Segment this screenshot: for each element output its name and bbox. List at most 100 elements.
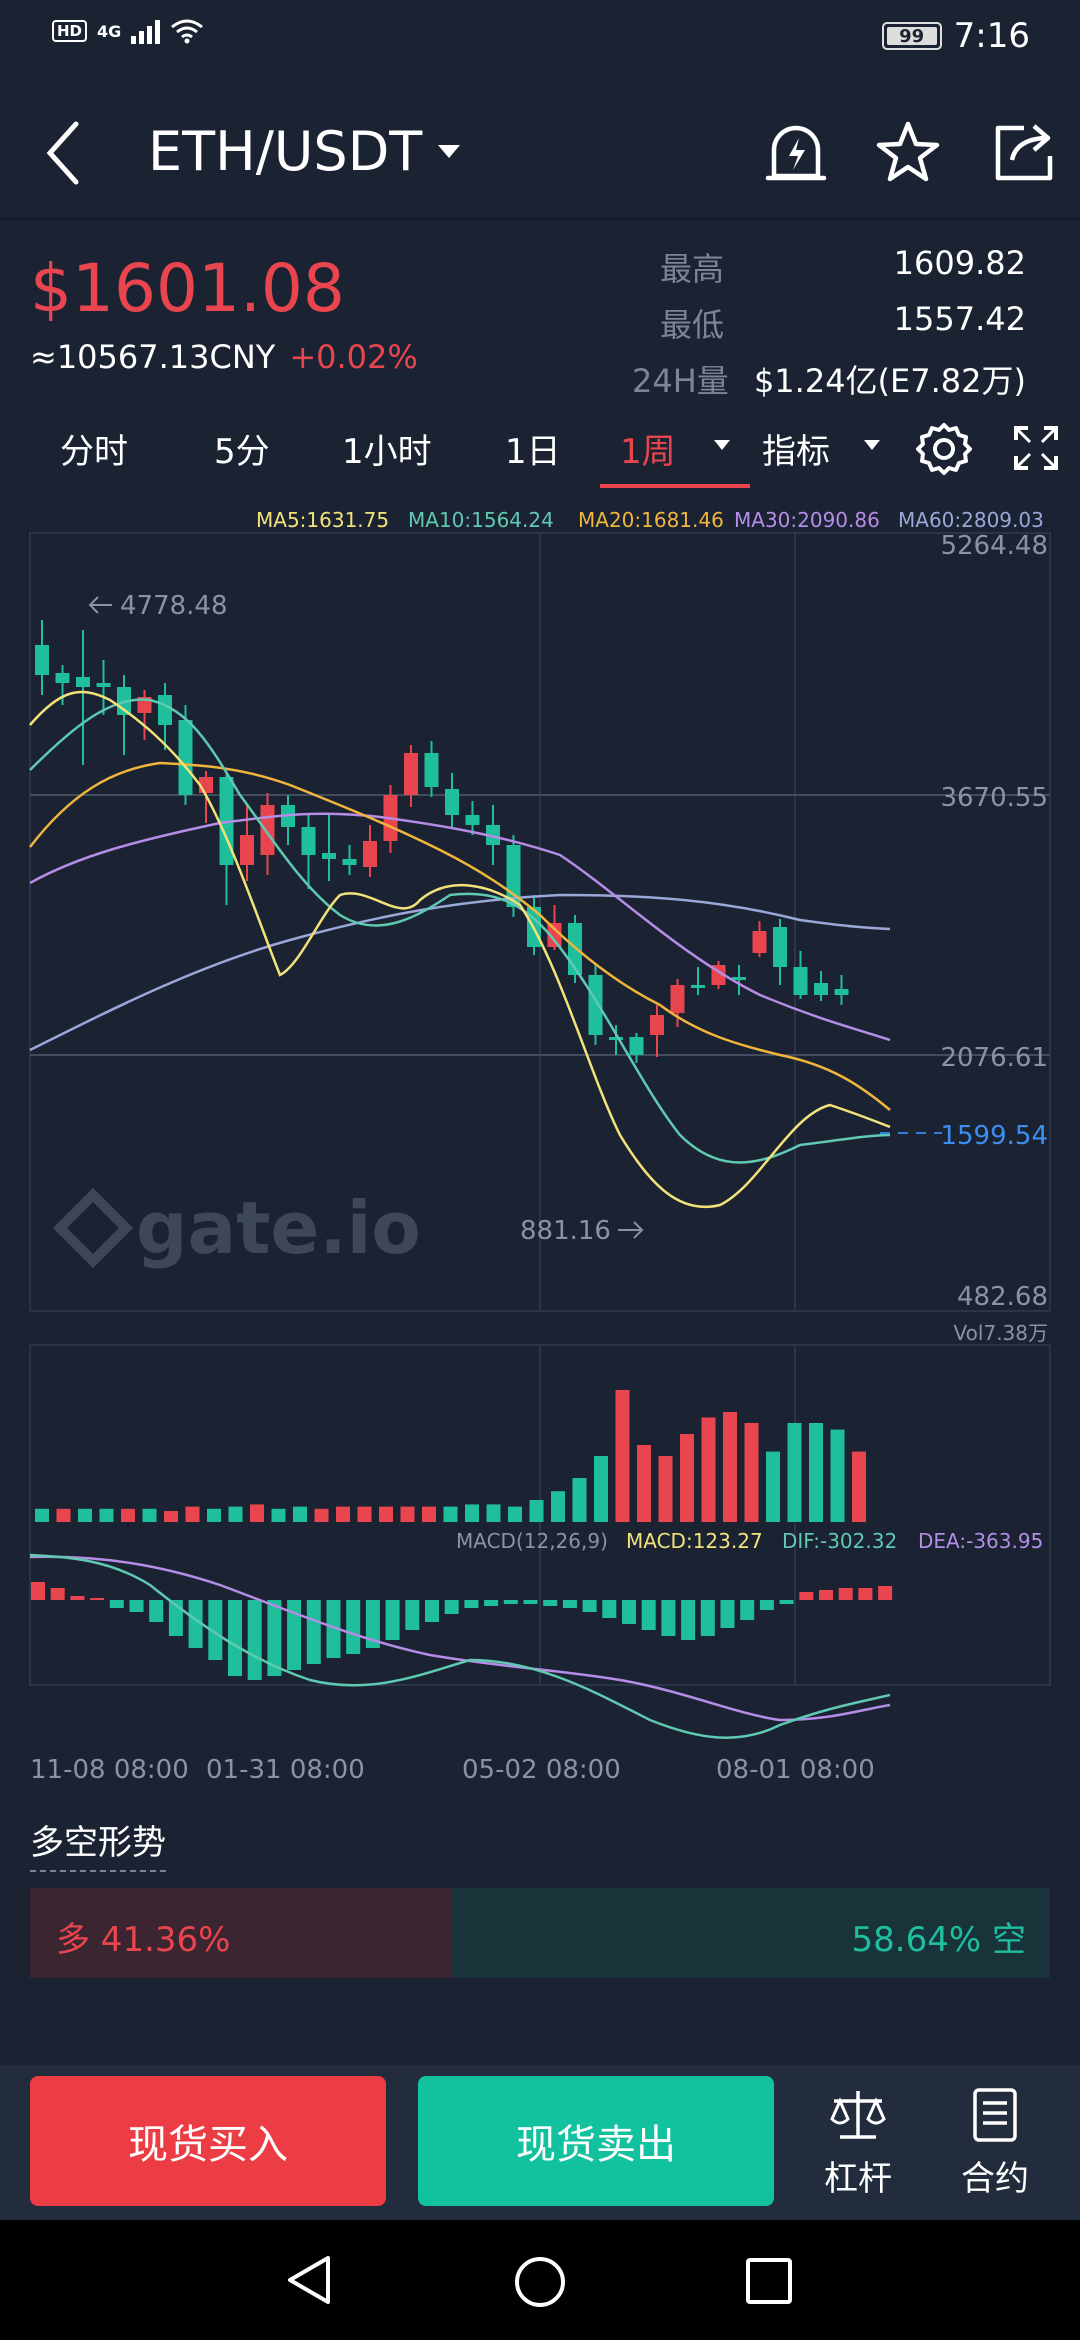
volume-bar	[121, 1508, 135, 1522]
nav-recents-icon[interactable]	[742, 2254, 798, 2310]
volume-bar	[164, 1511, 178, 1522]
contract-label: 合约	[961, 2159, 1029, 2199]
macd-bar	[70, 1596, 85, 1600]
current-price-line: 1599.54	[880, 1121, 1048, 1151]
signal-icon	[131, 18, 161, 44]
interval-dropdown-icon[interactable]	[714, 440, 730, 450]
tab-5min[interactable]: 5分	[214, 432, 270, 472]
volume-bar	[379, 1506, 393, 1522]
system-nav-bar	[0, 2220, 1080, 2340]
status-right: 99 7:16	[881, 16, 1030, 56]
macd-bar	[346, 1600, 361, 1654]
candle-body	[404, 753, 418, 795]
candle-body	[609, 1037, 623, 1040]
volume-bar	[744, 1423, 759, 1522]
ma60-label: MA60:2809.03	[898, 508, 1044, 532]
macd-params: MACD(12,26,9)	[456, 1529, 608, 1553]
long-short-title[interactable]: 多空形势	[30, 1815, 166, 1872]
spot-buy-button[interactable]: 现货买入	[30, 2076, 386, 2206]
volume-bar	[271, 1508, 286, 1522]
macd-bar	[582, 1600, 597, 1612]
clock: 7:16	[953, 16, 1030, 56]
macd-bar	[385, 1600, 400, 1640]
tab-1week[interactable]: 1周	[620, 432, 676, 472]
volume-bar	[529, 1500, 544, 1522]
tab-time-share[interactable]: 分时	[60, 432, 128, 472]
long-short-bar: 多 41.36% 58.64% 空	[30, 1888, 1050, 1978]
nav-home-icon[interactable]	[510, 2252, 570, 2312]
macd-bar	[661, 1600, 676, 1636]
macd-bar	[267, 1600, 282, 1676]
macd-bar	[779, 1600, 794, 1604]
current-price-value: 1599.54	[940, 1121, 1048, 1151]
tab-1hour[interactable]: 1小时	[342, 432, 432, 472]
indicator-dropdown-icon[interactable]	[864, 440, 880, 450]
last-price: $1601.08	[30, 250, 345, 327]
macd-value: MACD:123.27	[626, 1529, 763, 1553]
fullscreen-icon[interactable]	[1012, 424, 1060, 472]
macd-bar	[247, 1600, 262, 1680]
pair-selector[interactable]: ETH/USDT	[148, 120, 461, 183]
volume-bar	[185, 1506, 200, 1522]
candle-body	[629, 1037, 644, 1055]
volume-bar	[56, 1508, 71, 1522]
volume-bar	[314, 1508, 329, 1522]
high-value: 1609.82	[893, 244, 1026, 282]
document-icon	[973, 2088, 1017, 2142]
ma30-line	[29, 812, 891, 1042]
candle-body	[650, 1015, 664, 1035]
tab-indicators[interactable]: 指标	[762, 432, 830, 472]
volume-bar	[400, 1506, 415, 1522]
candle-body	[35, 645, 49, 675]
macd-lines	[29, 1553, 891, 1739]
nav-back-icon[interactable]	[280, 2252, 340, 2308]
macd-bar	[878, 1586, 893, 1600]
ma5-line	[29, 690, 891, 1209]
volume-bar	[852, 1451, 866, 1522]
volume-bar	[572, 1478, 587, 1522]
macd-bar	[819, 1590, 833, 1600]
leverage-label: 杠杆	[824, 2159, 892, 2199]
low-value: 1557.42	[893, 300, 1026, 338]
settings-gear-icon[interactable]	[915, 420, 973, 478]
volume-bar	[615, 1390, 630, 1522]
long-ratio-fill	[30, 1888, 452, 1978]
y-axis-labels: 5264.48 3670.55 2076.61 482.68	[940, 531, 1048, 1312]
star-icon[interactable]	[872, 116, 944, 188]
spot-sell-button[interactable]: 现货卖出	[418, 2076, 774, 2206]
macd-bar	[287, 1600, 302, 1670]
tab-1day[interactable]: 1日	[505, 432, 561, 472]
share-icon[interactable]	[988, 116, 1060, 188]
volume-bar	[723, 1412, 737, 1522]
macd-bar	[602, 1600, 617, 1618]
x-tick-4: 08-01 08:00	[716, 1755, 875, 1785]
macd-bar	[208, 1600, 223, 1660]
back-icon[interactable]	[40, 118, 90, 188]
price-alert-icon[interactable]	[760, 116, 832, 188]
volume-bar	[443, 1506, 458, 1522]
hd-badge: HD	[52, 20, 88, 42]
candle-body	[158, 695, 172, 725]
leverage-button[interactable]: 杠杆	[803, 2080, 913, 2200]
volume-bar	[658, 1456, 673, 1522]
ma20-label: MA20:1681.46	[578, 508, 724, 532]
macd-bar	[31, 1582, 45, 1600]
watermark-text: gate.io	[136, 1186, 421, 1270]
volume-bar	[99, 1508, 114, 1522]
macd-bar	[799, 1592, 814, 1600]
low-marker: 881.16	[520, 1216, 644, 1246]
candle-body	[732, 977, 746, 980]
y-tick-bottom: 482.68	[957, 1282, 1048, 1312]
volume-bar	[486, 1504, 501, 1522]
macd-bar	[523, 1600, 538, 1604]
ma-lines	[29, 690, 891, 1209]
candle-body	[363, 841, 377, 867]
wifi-icon	[171, 19, 204, 44]
dif-value: DIF:-302.32	[782, 1529, 897, 1553]
ma60-line	[29, 893, 891, 1052]
contract-button[interactable]: 合约	[940, 2080, 1050, 2200]
pair-title: ETH/USDT	[148, 120, 423, 183]
kline-chart[interactable]: gate.io MA5:1631.75 MA10:1564.24 MA20:16…	[0, 495, 1080, 1795]
interval-tabs: 分时 5分 1小时 1日 1周 指标	[0, 410, 1080, 490]
volume-value: $1.24亿(E7.82万)	[753, 362, 1026, 400]
